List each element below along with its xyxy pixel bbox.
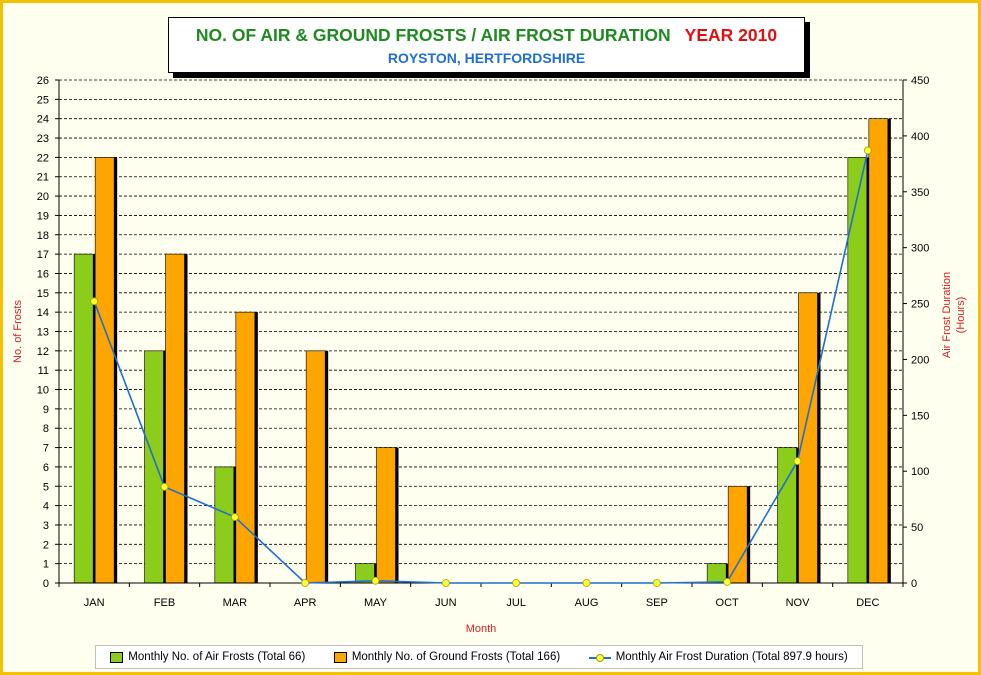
y2-axis-title-line: (Hours) bbox=[955, 297, 967, 334]
duration-marker-may bbox=[371, 576, 380, 585]
x-tick-label-mar: MAR bbox=[223, 597, 248, 609]
y-tick-label: 17 bbox=[37, 249, 49, 261]
y-tick-label: 9 bbox=[43, 404, 49, 416]
y2-axis-title: Air Frost Duration (Hours) bbox=[941, 272, 967, 358]
chart-title-year: YEAR 2010 bbox=[684, 25, 778, 45]
bar-ground-frost-jan bbox=[94, 157, 115, 584]
x-axis-title: Month bbox=[466, 623, 497, 635]
legend-label-air: Monthly No. of Air Frosts (Total 66) bbox=[128, 651, 306, 663]
y-axis-title: No. of Frosts bbox=[12, 300, 24, 363]
y-tick-label: 3 bbox=[43, 520, 49, 532]
y-tick-label: 14 bbox=[37, 307, 49, 319]
duration-marker-apr bbox=[301, 579, 310, 587]
bar-air-frost-jan bbox=[73, 253, 94, 584]
y-tick-label: 20 bbox=[37, 191, 49, 203]
legend-label-ground: Monthly No. of Ground Frosts (Total 166) bbox=[351, 651, 561, 663]
duration-line bbox=[93, 150, 869, 584]
y2-tick-label: 350 bbox=[911, 187, 929, 199]
y2-tick-label: 200 bbox=[911, 354, 929, 366]
y-tick-label: 1 bbox=[43, 559, 49, 571]
bar-air-frost-oct bbox=[706, 563, 727, 584]
y-tick-label: 18 bbox=[37, 230, 49, 242]
y2-axis-title-line: Air Frost Duration bbox=[941, 272, 953, 358]
y-tick-label: 22 bbox=[37, 152, 49, 164]
bar-ground-frost-feb bbox=[165, 253, 185, 584]
bar-air-frost-mar bbox=[214, 466, 235, 584]
x-tick-label-aug: AUG bbox=[575, 597, 599, 609]
y2-tick-label: 50 bbox=[911, 522, 923, 534]
x-tick-label-oct: OCT bbox=[716, 597, 740, 609]
duration-marker-jan bbox=[90, 297, 99, 306]
x-tick-label-dec: DEC bbox=[856, 597, 879, 609]
bar-air-frost-dec bbox=[847, 157, 868, 584]
duration-marker-jun bbox=[441, 579, 450, 587]
y-tick-label: 23 bbox=[37, 133, 49, 145]
y-tick-label: 6 bbox=[43, 462, 49, 474]
y-tick-label: 4 bbox=[43, 501, 49, 513]
y2-tick-label: 0 bbox=[911, 578, 917, 590]
legend-swatch-air bbox=[110, 651, 124, 663]
y-tick-label: 11 bbox=[38, 365, 49, 377]
bar-ground-frost-nov bbox=[798, 292, 818, 584]
y-tick-label: 19 bbox=[37, 210, 49, 222]
bar-ground-frost-oct bbox=[727, 485, 748, 584]
y-tick-label: 15 bbox=[37, 288, 49, 300]
bar-ground-frost-mar bbox=[235, 311, 256, 584]
y-tick-label: 5 bbox=[43, 481, 49, 493]
chart-title-box: NO. OF AIR & GROUND FROSTS / AIR FROST D… bbox=[168, 17, 805, 73]
duration-marker-feb bbox=[160, 482, 169, 491]
bar-ground-frost-dec bbox=[868, 118, 889, 584]
duration-marker-oct bbox=[723, 577, 732, 586]
y-tick-label: 8 bbox=[43, 423, 49, 435]
y2-tick-label: 400 bbox=[911, 131, 929, 143]
x-tick-label-jul: JUL bbox=[506, 597, 526, 609]
legend-item-ground-frosts: Monthly No. of Ground Frosts (Total 166) bbox=[333, 651, 561, 663]
duration-marker-dec bbox=[863, 146, 872, 155]
y-tick-label: 26 bbox=[37, 75, 49, 87]
y-tick-label: 12 bbox=[37, 346, 49, 358]
bar-ground-frost-may bbox=[376, 447, 396, 584]
chart-subtitle: ROYSTON, HERTFORDSHIRE bbox=[387, 50, 586, 66]
chart-title: NO. OF AIR & GROUND FROSTS / AIR FROST D… bbox=[169, 25, 804, 46]
legend-swatch-ground bbox=[333, 651, 347, 663]
frost-chart: 0123456789101112131415161718192021222324… bbox=[12, 75, 967, 635]
y-tick-label: 10 bbox=[37, 385, 49, 397]
duration-marker-nov bbox=[793, 457, 802, 466]
y-tick-label: 16 bbox=[37, 268, 49, 280]
chart-legend: Monthly No. of Air Frosts (Total 66) Mon… bbox=[95, 645, 863, 669]
x-tick-label-sep: SEP bbox=[646, 597, 668, 609]
y-tick-label: 2 bbox=[43, 539, 49, 551]
bar-air-frost-feb bbox=[144, 350, 164, 584]
y-tick-label: 21 bbox=[37, 172, 49, 184]
y-tick-label: 0 bbox=[43, 578, 49, 590]
legend-label-duration: Monthly Air Frost Duration (Total 897.9 … bbox=[615, 651, 848, 663]
legend-item-air-frosts: Monthly No. of Air Frosts (Total 66) bbox=[110, 651, 305, 663]
y2-tick-label: 150 bbox=[911, 410, 929, 422]
x-tick-label-apr: APR bbox=[294, 597, 317, 609]
duration-marker-mar bbox=[230, 513, 239, 521]
y2-tick-label: 100 bbox=[911, 466, 929, 478]
x-tick-label-nov: NOV bbox=[786, 597, 811, 609]
x-tick-label-may: MAY bbox=[364, 597, 388, 609]
y2-tick-label: 250 bbox=[911, 299, 929, 311]
x-tick-label-feb: FEB bbox=[154, 597, 175, 609]
duration-marker-jul bbox=[512, 579, 521, 587]
x-tick-label-jan: JAN bbox=[84, 597, 105, 609]
y-tick-label: 13 bbox=[37, 327, 49, 339]
y-tick-label: 25 bbox=[37, 94, 49, 106]
y-tick-label: 24 bbox=[37, 114, 49, 126]
legend-item-duration: Monthly Air Frost Duration (Total 897.9 … bbox=[588, 651, 848, 663]
y2-tick-label: 450 bbox=[911, 75, 929, 87]
bar-ground-frost-apr bbox=[305, 350, 326, 584]
y2-tick-label: 300 bbox=[911, 243, 929, 255]
duration-marker-sep bbox=[652, 579, 661, 587]
chart-title-main: NO. OF AIR & GROUND FROSTS / AIR FROST D… bbox=[195, 25, 671, 45]
duration-marker-aug bbox=[582, 579, 591, 587]
y-tick-label: 7 bbox=[43, 443, 49, 455]
x-tick-label-jun: JUN bbox=[435, 597, 456, 609]
legend-line-duration bbox=[588, 653, 611, 662]
